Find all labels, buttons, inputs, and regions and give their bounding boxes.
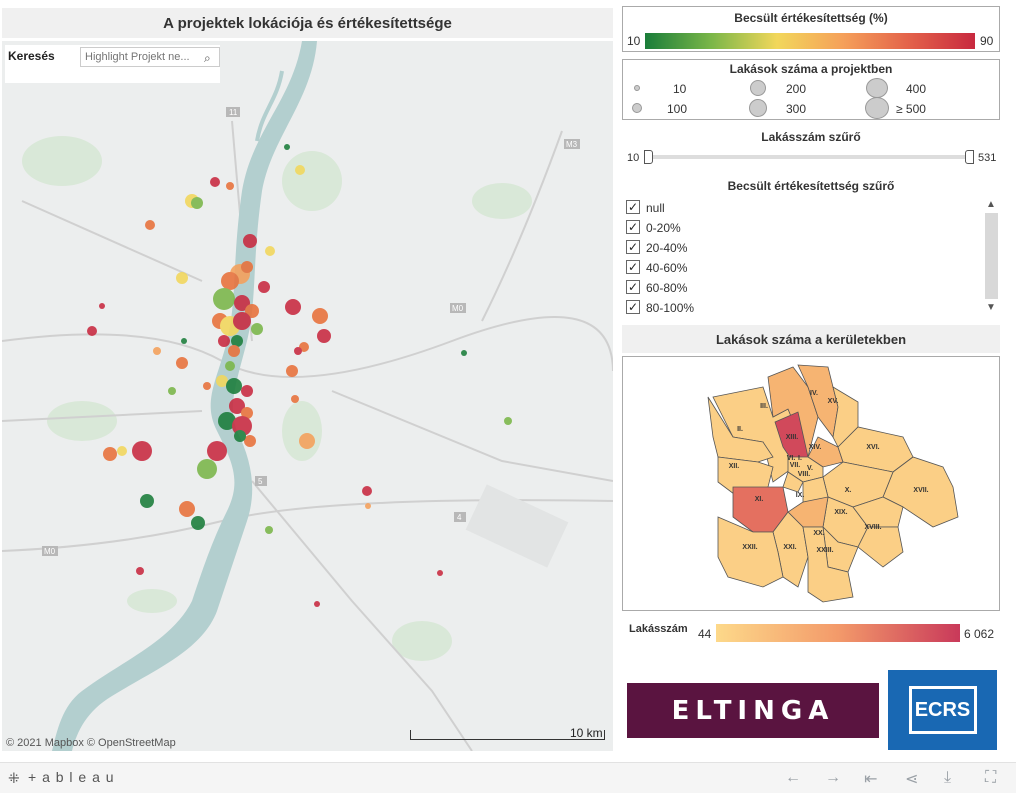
ecrs-logo: ECRS — [888, 670, 997, 750]
district-label: XXI. — [783, 544, 796, 551]
size-bubble-400 — [866, 78, 888, 98]
scale-label: 10 km — [570, 726, 603, 740]
search-label: Keresés — [8, 49, 55, 63]
fullscreen-icon[interactable]: ⛶ — [985, 769, 997, 786]
size-bubble-300 — [749, 99, 767, 117]
color-legend-title: Becsült értékesítettség (%) — [734, 11, 888, 25]
sales-option-label: 20-40% — [646, 241, 688, 255]
district-gradient — [716, 624, 960, 642]
sales-filter-scrollbar[interactable] — [985, 213, 998, 299]
sales-checkbox-null[interactable]: ✓ — [626, 200, 640, 214]
map-title: A projektek lokációja és értékesítettség… — [2, 8, 613, 38]
count-filter-title: Lakásszám szűrő — [761, 130, 861, 144]
district-label: XVI. — [866, 444, 879, 451]
district-label: IX. — [796, 492, 805, 499]
district-legend-max: 6 062 — [964, 627, 995, 641]
district-label: X. — [845, 487, 852, 494]
size-label-200: 200 — [786, 82, 807, 96]
map-attribution: © 2021 Mapbox © OpenStreetMap — [6, 737, 176, 749]
district-panel-title: Lakások száma a kerületekben — [622, 325, 1000, 353]
district-label: XIV. — [809, 444, 822, 451]
tableau-logo-icon[interactable]: ⁜ — [8, 770, 20, 786]
district-label: III. — [760, 403, 768, 410]
revert-icon[interactable]: ⇤ — [864, 771, 878, 788]
tableau-brand[interactable]: + a b l e a u — [28, 769, 115, 785]
undo-icon[interactable]: ← — [785, 769, 801, 786]
project-markers[interactable] — [87, 144, 512, 607]
scale-bar — [410, 730, 605, 740]
sales-filter-title: Becsült értékesítettség szűrő — [727, 179, 895, 193]
road-label-11: 11 — [229, 108, 238, 117]
color-gradient — [645, 33, 975, 49]
redo-icon[interactable]: → — [825, 769, 841, 786]
size-legend — [622, 59, 1000, 120]
district-label: XXII. — [742, 544, 757, 551]
share-icon[interactable]: ⋖ — [905, 771, 919, 788]
size-label-10: 10 — [673, 82, 687, 96]
count-slider-min-handle[interactable] — [644, 150, 653, 164]
size-label-300: 300 — [786, 102, 807, 116]
sales-checkbox-0-20[interactable]: ✓ — [626, 220, 640, 234]
district-label: XVII. — [913, 487, 928, 494]
district-label: VI. — [787, 455, 796, 462]
download-icon[interactable]: ⤓ — [944, 769, 952, 786]
tableau-toolbar: ⁜ + a b l e a u ← → ⇤ ⋖ ⤓ ⛶ — [0, 762, 1016, 793]
district-label: XII. — [729, 463, 740, 470]
sales-checkbox-40-60[interactable]: ✓ — [626, 260, 640, 274]
size-label-400: 400 — [906, 82, 927, 96]
district-label: II. — [737, 426, 743, 433]
road-label-m3: M3 — [566, 140, 578, 149]
sales-checkbox-80-100[interactable]: ✓ — [626, 300, 640, 314]
size-label-500: ≥ 500 — [896, 102, 926, 116]
size-bubble-200 — [750, 80, 766, 96]
eltinga-logo-text: ELTINGA — [671, 695, 835, 726]
sales-option-label: 80-100% — [646, 301, 695, 315]
eltinga-logo: ELTINGA — [627, 683, 879, 738]
district-label: V. — [807, 465, 813, 472]
district-label: VII. — [790, 462, 801, 469]
map-canvas[interactable]: 11 M3 M0 M0 5 4 — [2, 41, 613, 751]
search-input[interactable] — [80, 47, 220, 67]
road-label-m0-east: M0 — [452, 304, 464, 313]
sales-checkbox-60-80[interactable]: ✓ — [626, 280, 640, 294]
count-slider-track[interactable] — [648, 155, 970, 159]
size-bubble-500 — [865, 97, 889, 119]
sales-option-label: 0-20% — [646, 221, 681, 235]
sales-option-label: 60-80% — [646, 281, 688, 295]
count-filter-max: 531 — [978, 152, 997, 164]
scroll-up-icon[interactable]: ▲ — [986, 199, 996, 210]
district-label: XV. — [828, 398, 839, 405]
district-label: XIX. — [834, 509, 847, 516]
district-label: VIII. — [798, 471, 811, 478]
size-bubble-100 — [632, 103, 642, 113]
district-map[interactable]: I. II. III. IV. V. VI. VII. VIII. IX. X.… — [622, 356, 1000, 611]
sales-option-label: 40-60% — [646, 261, 688, 275]
district-label: XXIII. — [816, 547, 833, 554]
district-label: XVIII. — [864, 524, 881, 531]
project-map[interactable]: 11 M3 M0 M0 5 4 — [2, 41, 613, 751]
district-label: XIII. — [786, 434, 799, 441]
road-label-m0-west: M0 — [44, 547, 56, 556]
district-label: I. — [798, 455, 802, 462]
color-legend-min: 10 — [627, 34, 641, 48]
district-label: IV. — [810, 390, 818, 397]
count-filter-min: 10 — [627, 152, 640, 164]
scroll-down-icon[interactable]: ▼ — [986, 302, 996, 313]
road-label-4: 4 — [457, 513, 462, 522]
ecrs-logo-text: ECRS — [914, 698, 971, 721]
sales-checkbox-20-40[interactable]: ✓ — [626, 240, 640, 254]
sales-option-label: null — [646, 201, 665, 215]
district-label: XX. — [813, 530, 824, 537]
size-bubble-10 — [634, 85, 640, 91]
road-label-5: 5 — [258, 477, 263, 486]
district-legend-label: Lakásszám — [629, 623, 688, 635]
size-legend-title: Lakások száma a projektben — [729, 62, 893, 76]
district-legend-min: 44 — [698, 627, 712, 641]
count-slider-max-handle[interactable] — [965, 150, 974, 164]
search-icon[interactable]: ⌕ — [204, 51, 211, 65]
color-legend-max: 90 — [980, 34, 994, 48]
size-label-100: 100 — [667, 102, 688, 116]
district-label: XI. — [755, 496, 764, 503]
